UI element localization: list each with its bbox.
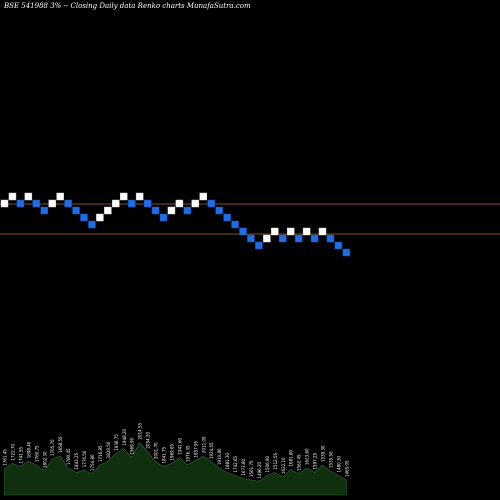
volume-label: 2054.20 xyxy=(146,432,151,449)
renko-brick-down xyxy=(326,234,335,243)
renko-brick-down xyxy=(151,206,160,215)
volume-label: 1658.55 xyxy=(58,436,63,453)
volume-label: 1857.95 xyxy=(193,441,198,458)
renko-brick-up xyxy=(263,234,271,243)
volume-label: 1802.30 xyxy=(42,451,47,468)
volume-label: 1506.90 xyxy=(265,456,270,473)
volume-label: 1936.75 xyxy=(114,434,119,451)
volume-label: 1742.65 xyxy=(233,456,238,473)
volume-label: 1722.70 xyxy=(10,444,15,461)
renko-brick-up xyxy=(167,206,176,215)
renko-brick-up xyxy=(56,192,64,201)
volume-label: 1741.55 xyxy=(18,447,23,464)
renko-brick-down xyxy=(231,220,239,229)
volume-label: 1948.20 xyxy=(122,429,127,446)
renko-brick-down xyxy=(16,199,25,208)
renko-brick-down xyxy=(183,206,192,215)
renko-brick-up xyxy=(199,192,207,201)
renko-brick-up xyxy=(8,192,17,201)
volume-label: 1841.75 xyxy=(162,447,167,464)
renko-brick-up xyxy=(302,227,311,236)
volume-label: 1976.35 xyxy=(185,445,190,462)
renko-brick-down xyxy=(40,206,48,215)
chart-title: BSE 541988 3% -- Closing Daily data Renk… xyxy=(4,2,251,10)
renko-brick-up xyxy=(175,199,184,208)
volume-label: 1969.65 xyxy=(169,444,174,461)
volume-label: 1623.60 xyxy=(305,448,310,465)
volume-label: 1760.75 xyxy=(34,445,39,462)
renko-brick-down xyxy=(32,199,41,208)
renko-brick-up xyxy=(286,227,295,236)
renko-brick-up xyxy=(24,192,33,201)
renko-brick-down xyxy=(127,199,136,208)
volume-label: 1622.10 xyxy=(281,457,286,474)
volume-label: 1761.45 xyxy=(3,449,8,466)
volume-label: 1539.30 xyxy=(321,445,326,462)
renko-brick-up xyxy=(48,199,56,208)
volume-label: 1776.50 xyxy=(82,450,87,467)
volume-label: 1843.25 xyxy=(74,453,79,470)
volume-label: 1780.45 xyxy=(66,448,71,465)
renko-brick-down xyxy=(279,234,287,243)
volume-label: 1705.70 xyxy=(50,439,55,456)
volume-label: 1673.80 xyxy=(241,459,246,476)
renko-brick-down xyxy=(143,199,152,208)
renko-brick-down xyxy=(88,220,96,229)
volume-label: 1535.50 xyxy=(328,451,333,468)
renko-brick-down xyxy=(247,234,255,243)
volume-label: 1754.80 xyxy=(90,454,95,471)
renko-brick-up xyxy=(0,199,9,208)
renko-brick-up xyxy=(271,227,279,236)
renko-brick-down xyxy=(80,213,88,222)
renko-brick-down xyxy=(310,234,319,243)
volume-label: 1969.95 xyxy=(130,438,135,455)
volume-label: 1480.30 xyxy=(336,456,341,473)
renko-brick-up xyxy=(318,227,327,236)
volume-label: 1597.25 xyxy=(313,453,318,470)
volume-area xyxy=(4,441,347,496)
renko-brick-down xyxy=(207,199,215,208)
renko-brick-up xyxy=(112,199,120,208)
volume-label: 2014.55 xyxy=(138,423,143,440)
renko-brick-down xyxy=(159,213,168,222)
renko-brick-down xyxy=(239,227,247,236)
renko-brick-down xyxy=(342,248,351,257)
volume-label: 1716.85 xyxy=(98,445,103,462)
renko-brick-up xyxy=(120,192,128,201)
volume-label: 1924.55 xyxy=(209,442,214,459)
renko-brick-up xyxy=(104,206,112,215)
renko-brick-down xyxy=(215,206,223,215)
volume-label: 1681.80 xyxy=(289,450,294,467)
volume-label: 1496.20 xyxy=(257,462,262,479)
renko-brick-down xyxy=(64,199,72,208)
renko-brick-up xyxy=(191,199,200,208)
volume-label: 1910.80 xyxy=(217,448,222,465)
volume-label: 1512.55 xyxy=(273,453,278,470)
volume-label: 1561.75 xyxy=(249,460,254,477)
renko-brick-down xyxy=(255,241,263,250)
renko-brick-up xyxy=(135,192,144,201)
volume-label: 2011.05 xyxy=(201,436,206,453)
renko-brick-up xyxy=(96,213,104,222)
volume-label: 1698.40 xyxy=(26,441,31,458)
volume-label: 1881.30 xyxy=(225,453,230,470)
renko-brick-down xyxy=(223,213,231,222)
volume-label: 1829.50 xyxy=(106,441,111,458)
volume-label: 1941.60 xyxy=(177,438,182,455)
volume-label: 1465.05 xyxy=(344,460,349,477)
renko-brick-down xyxy=(294,234,303,243)
renko-brick-down xyxy=(72,206,80,215)
volume-label: 1562.45 xyxy=(297,454,302,471)
volume-label: 2001.70 xyxy=(154,442,159,459)
renko-brick-down xyxy=(334,241,343,250)
